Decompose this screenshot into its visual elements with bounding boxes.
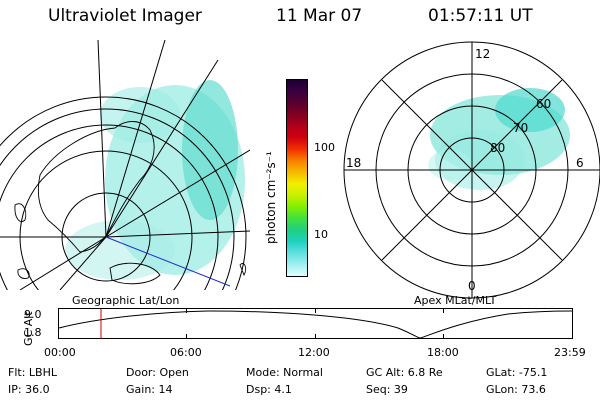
info-mode: Mode: Normal xyxy=(246,366,323,379)
mlt-label-0: 0 xyxy=(468,279,476,293)
info-gc-alt: GC Alt: 6.8 Re xyxy=(366,366,443,379)
date-label: 11 Mar 07 xyxy=(276,6,363,26)
altitude-ytick-low: 1.8 xyxy=(24,326,42,339)
altitude-xtick-1: 06:00 xyxy=(170,346,202,359)
info-ip: IP: 36.0 xyxy=(8,383,50,396)
lat-label-80: 80 xyxy=(490,141,505,155)
geographic-map-panel xyxy=(0,40,250,290)
colorbar xyxy=(286,79,308,277)
info-door: Door: Open xyxy=(126,366,189,379)
altitude-ytick-high: 9.0 xyxy=(24,308,42,321)
altitude-xtick-3: 18:00 xyxy=(427,346,459,359)
altitude-xtick-0: 00:00 xyxy=(44,346,76,359)
altitude-curve xyxy=(58,310,573,339)
satellite-track xyxy=(105,236,231,287)
aurora-image-left xyxy=(65,80,245,280)
altitude-plot xyxy=(58,308,573,339)
mlt-label-12: 12 xyxy=(475,47,490,61)
info-seq: Seq: 39 xyxy=(366,383,408,396)
colorbar-unit-label: photon cm⁻²s⁻¹ xyxy=(264,151,278,244)
info-dsp: Dsp: 4.1 xyxy=(246,383,292,396)
left-panel-label: Geographic Lat/Lon xyxy=(72,294,180,307)
colorbar-tick-10: 10 xyxy=(314,228,328,241)
info-gain: Gain: 14 xyxy=(126,383,173,396)
altitude-xtick-2: 12:00 xyxy=(298,346,330,359)
colorbar-tick-100: 100 xyxy=(314,141,335,154)
lat-label-60: 60 xyxy=(536,97,551,111)
mlt-label-6: 6 xyxy=(576,156,584,170)
right-panel-label: Apex MLat/MLT xyxy=(414,294,497,307)
info-glon: GLon: 73.6 xyxy=(486,383,546,396)
info-glat: GLat: -75.1 xyxy=(486,366,548,379)
instrument-title: Ultraviolet Imager xyxy=(48,6,202,26)
magnetic-polar-panel: 12 18 6 0 60 70 80 xyxy=(343,41,600,299)
time-label: 01:57:11 UT xyxy=(428,6,533,26)
mlt-label-18: 18 xyxy=(346,156,361,170)
info-flt: Flt: LBHL xyxy=(8,366,57,379)
altitude-xtick-4: 23:59 xyxy=(554,346,586,359)
lat-label-70: 70 xyxy=(513,121,528,135)
